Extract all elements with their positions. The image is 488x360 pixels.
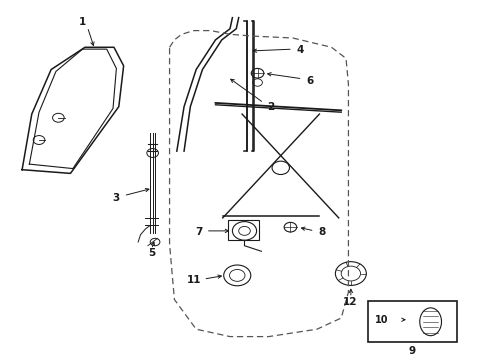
- Text: 7: 7: [195, 227, 202, 237]
- Text: 2: 2: [267, 102, 274, 112]
- Text: 1: 1: [79, 17, 86, 27]
- Text: 12: 12: [342, 297, 356, 307]
- Circle shape: [232, 222, 256, 240]
- Text: 10: 10: [374, 315, 388, 325]
- Text: 5: 5: [148, 248, 155, 258]
- Text: 11: 11: [186, 275, 201, 285]
- Bar: [367, 301, 456, 342]
- Bar: [227, 220, 259, 240]
- Text: 6: 6: [305, 76, 313, 86]
- Text: 8: 8: [318, 227, 325, 237]
- Circle shape: [271, 161, 289, 175]
- Text: 3: 3: [113, 193, 120, 203]
- Text: 9: 9: [408, 346, 415, 356]
- Text: 4: 4: [296, 45, 303, 55]
